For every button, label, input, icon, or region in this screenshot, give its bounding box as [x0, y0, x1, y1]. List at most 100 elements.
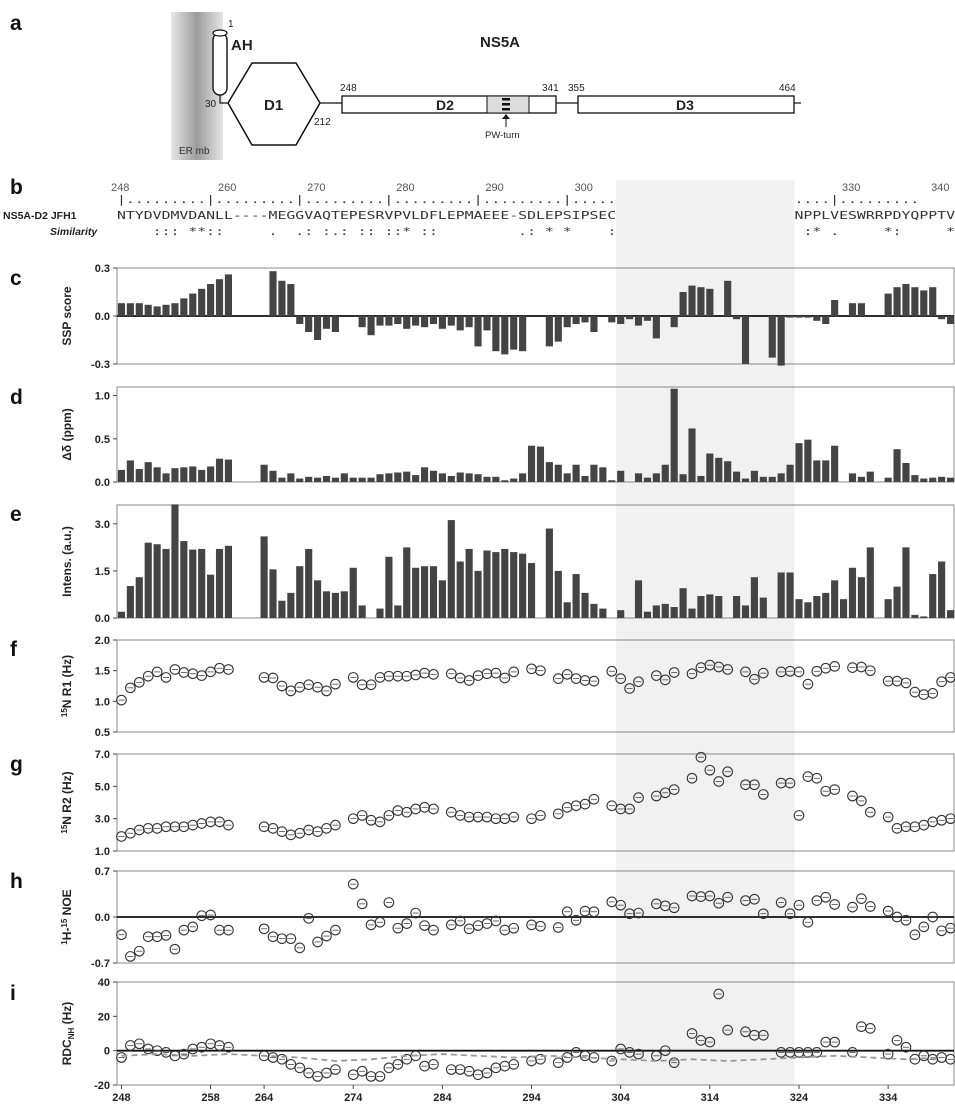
data-point [196, 910, 208, 922]
bar [394, 472, 402, 482]
data-point [392, 922, 404, 934]
data-point [223, 924, 234, 936]
bar [679, 588, 687, 618]
data-point [552, 1057, 564, 1069]
bar [733, 471, 741, 482]
data-point [178, 1048, 190, 1060]
bar [902, 463, 910, 482]
data-point [481, 668, 493, 680]
y-tick-label: 40 [98, 977, 110, 989]
bar [314, 477, 322, 482]
ruler-number: 280 [396, 182, 414, 194]
bar [643, 316, 652, 321]
data-point [918, 921, 930, 933]
data-point [624, 908, 635, 920]
data-point [169, 943, 181, 955]
data-point [142, 823, 154, 834]
x-tick-label: 274 [344, 1092, 363, 1104]
y-tick-label: 0.0 [95, 311, 110, 323]
data-point [829, 661, 840, 672]
bar [349, 477, 357, 482]
data-point [365, 679, 377, 691]
panel-label-f: f [10, 638, 18, 661]
bar [617, 316, 625, 324]
bar [688, 285, 696, 316]
data-point [864, 665, 876, 677]
data-point [579, 798, 591, 810]
ruler-number: 260 [218, 182, 236, 194]
bar [545, 316, 553, 347]
bar [750, 577, 758, 618]
data-point [410, 907, 421, 919]
similarity-text: ::: **:: . .: :.: :: ::* :: .: * * : :. … [117, 227, 955, 238]
bar [554, 464, 562, 482]
data-point [445, 919, 457, 931]
bar [483, 476, 491, 482]
bar [135, 469, 143, 482]
bar [572, 316, 580, 324]
data-point [552, 922, 564, 933]
y-tick-label: 5.0 [95, 781, 110, 793]
bar [331, 592, 339, 618]
bar [296, 566, 304, 618]
bar [162, 304, 170, 316]
x-tick-label: 264 [255, 1092, 274, 1104]
data-point [633, 1048, 644, 1060]
bar [590, 316, 598, 332]
data-point [945, 922, 955, 934]
bar [126, 460, 134, 482]
data-point [900, 1041, 912, 1053]
data-point [258, 672, 270, 683]
bar [706, 288, 714, 316]
bar [786, 316, 794, 318]
data-point [205, 666, 216, 678]
data-point [927, 688, 939, 699]
data-point [713, 988, 725, 1000]
bar [171, 468, 179, 482]
data-point [882, 905, 894, 917]
bar [447, 316, 455, 326]
bar [305, 476, 313, 482]
x-tick-label: 324 [790, 1092, 809, 1104]
bar [563, 316, 571, 328]
data-point [535, 1053, 546, 1065]
alignment-ruler-numbers: 248260270280290300310320330340 [111, 182, 950, 194]
bar [920, 478, 928, 482]
bar [198, 548, 206, 618]
data-point [847, 662, 858, 673]
data-point [535, 920, 546, 932]
amphipathic-helix [212, 32, 228, 96]
data-point [133, 676, 145, 688]
pw-turn-label: PW-turn [485, 130, 520, 141]
bar [287, 473, 295, 482]
data-point [285, 1059, 297, 1070]
bar [189, 293, 197, 316]
y-tick-label: 3.0 [95, 519, 110, 531]
bar [768, 476, 776, 482]
data-point [535, 665, 546, 677]
bar [831, 300, 839, 316]
data-point [686, 1028, 698, 1039]
bar [527, 445, 536, 482]
data-point [722, 766, 734, 778]
y-axis-label: 15N R2 (Hz) [60, 771, 74, 833]
data-point [749, 1029, 760, 1041]
bar [688, 608, 696, 618]
data-point [561, 906, 573, 918]
data-point [802, 916, 814, 928]
panel-a: a ER mb 1 AH NS5A D1 30 212 D2 248 341 P… [10, 12, 801, 160]
data-point [784, 908, 796, 920]
data-point [133, 945, 145, 957]
bar [804, 602, 812, 618]
data-point [722, 664, 734, 675]
data-point [116, 694, 127, 706]
data-point [900, 914, 912, 926]
bar [920, 616, 928, 618]
data-point [740, 1026, 751, 1038]
bar [144, 462, 152, 482]
data-point [490, 915, 502, 927]
data-point [276, 680, 288, 692]
data-point [169, 821, 181, 833]
data-point [347, 878, 359, 890]
